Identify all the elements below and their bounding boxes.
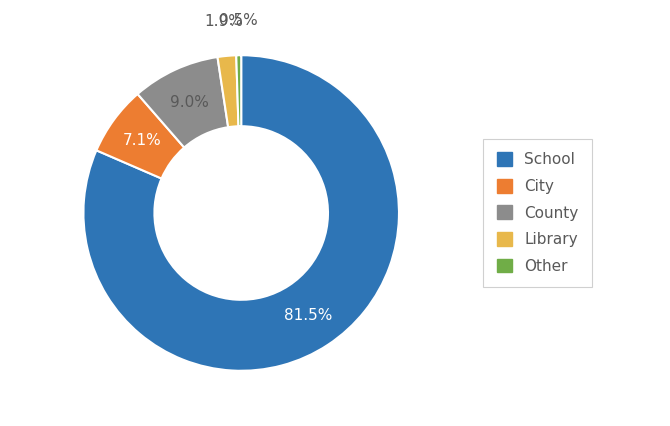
Text: 1.9%: 1.9% <box>204 14 243 29</box>
Text: 81.5%: 81.5% <box>284 308 332 323</box>
Wedge shape <box>218 55 239 127</box>
Wedge shape <box>84 55 399 371</box>
Text: 0.5%: 0.5% <box>219 13 257 28</box>
Text: 9.0%: 9.0% <box>170 95 209 109</box>
Legend: School, City, County, Library, Other: School, City, County, Library, Other <box>483 138 592 288</box>
Wedge shape <box>96 94 184 178</box>
Text: 7.1%: 7.1% <box>123 133 162 148</box>
Wedge shape <box>237 55 241 126</box>
Wedge shape <box>137 57 228 147</box>
